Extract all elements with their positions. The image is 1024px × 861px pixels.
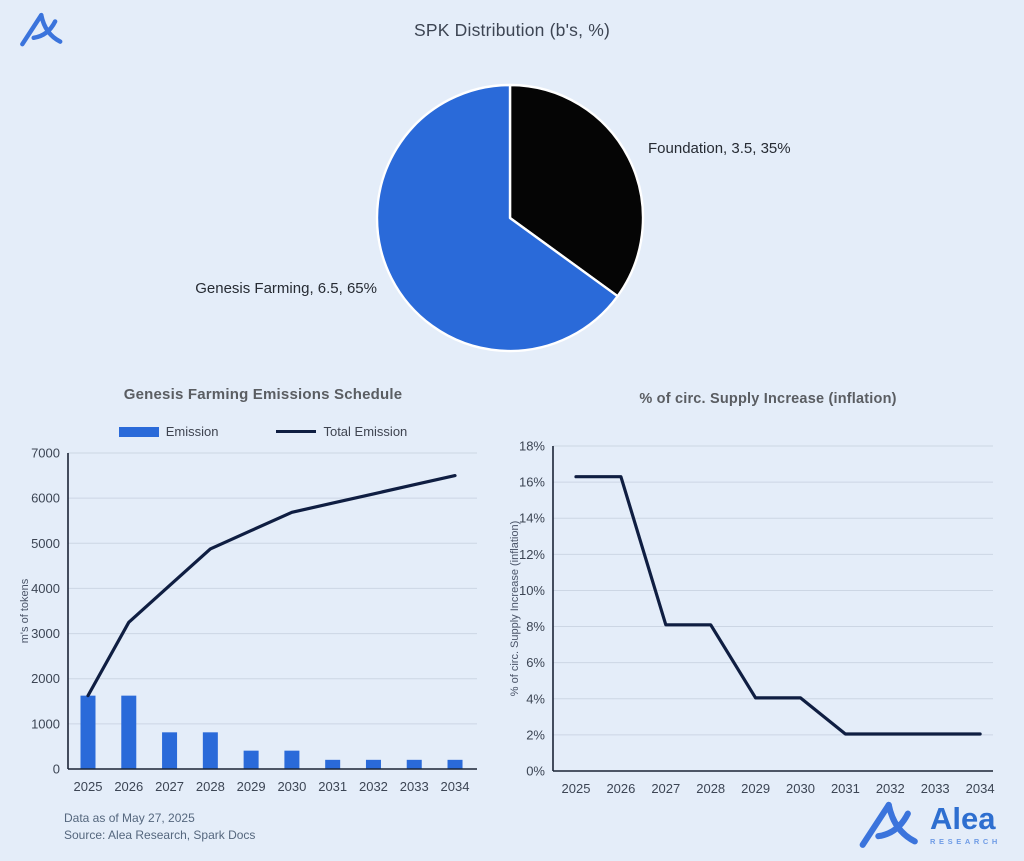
- legend-bar-swatch: [118, 426, 159, 437]
- data-as-of-note: Data as of May 27, 2025: [64, 811, 195, 825]
- logo-stroke: [875, 810, 911, 840]
- x-tick-label: 2034: [441, 779, 470, 794]
- bar-2026: [121, 695, 137, 769]
- pie-chart-title: SPK Distribution (b's, %): [413, 20, 611, 40]
- inflation-chart-title: % of circ. Supply Increase (inflation): [639, 391, 897, 407]
- brand-name: Alea: [930, 800, 996, 836]
- pie-slice-foundation: [508, 83, 645, 298]
- x-tick-label: 2029: [237, 779, 266, 794]
- y-tick-label: 8%: [526, 619, 545, 634]
- alea-research-logo: Alea RESEARCH: [854, 796, 1001, 852]
- y-axis-label: % of circ. Supply Increase (inflation): [509, 521, 521, 696]
- x-tick-label: 2030: [277, 779, 306, 794]
- emissions-chart-title: Genesis Farming Emissions Schedule: [123, 386, 403, 403]
- y-tick-label: 2%: [526, 727, 545, 742]
- series-line-total-emission: [86, 473, 457, 698]
- y-tick-label: 7000: [31, 446, 60, 461]
- x-tick-label: 2033: [921, 781, 950, 796]
- x-tick-label: 2028: [696, 781, 725, 796]
- x-tick-label: 2025: [562, 781, 591, 796]
- bar-2031: [325, 759, 341, 769]
- y-tick-label: 5000: [31, 536, 60, 551]
- y-tick-label: 10%: [519, 583, 545, 598]
- legend-label-total-emission: Total Emission: [323, 424, 408, 439]
- x-tick-label: 2031: [318, 779, 347, 794]
- pie-label-genesis-farming: Genesis Farming, 6.5, 65%: [195, 280, 377, 297]
- x-tick-label: 2027: [155, 779, 184, 794]
- y-tick-label: 0%: [526, 764, 545, 779]
- brand-text: Alea RESEARCH: [930, 800, 1001, 846]
- logo-stroke: [20, 12, 44, 47]
- source-note: Source: Alea Research, Spark Docs: [64, 828, 256, 842]
- y-tick-label: 12%: [519, 547, 545, 562]
- legend-item-total-emission: Total Emission: [276, 424, 407, 439]
- y-tick-label: 1000: [31, 716, 60, 731]
- bar-2027: [162, 732, 178, 769]
- alea-logo-icon: [859, 801, 918, 848]
- alea-logo-icon: [20, 12, 63, 47]
- bar-2034: [447, 759, 463, 769]
- x-tick-label: 2025: [74, 779, 103, 794]
- y-tick-label: 14%: [519, 511, 545, 526]
- x-tick-label: 2026: [606, 781, 635, 796]
- bar-2028: [202, 732, 218, 769]
- brand-subtitle: RESEARCH: [930, 836, 1001, 846]
- series-line--of-circ-supply-increase-inflation-: [574, 475, 982, 736]
- x-tick-label: 2031: [831, 781, 860, 796]
- x-tick-label: 2034: [966, 781, 995, 796]
- y-tick-label: 6%: [526, 655, 545, 670]
- pie-label-foundation: Foundation, 3.5, 35%: [648, 140, 791, 157]
- y-tick-label: 3000: [31, 626, 60, 641]
- y-tick-label: 0: [53, 762, 60, 777]
- bar-2029: [243, 750, 259, 769]
- inflation-chart: 0% 2% 4% 6% 8% 10% 12% 14% 16% 18% 2025 2026 2027 202…: [498, 433, 1014, 808]
- bar-2025: [80, 695, 96, 769]
- x-tick-label: 2032: [876, 781, 905, 796]
- y-axis-label: m's of tokens: [19, 578, 31, 643]
- bar-2033: [406, 759, 422, 769]
- y-tick-label: 2000: [31, 671, 60, 686]
- y-tick-label: 4%: [526, 691, 545, 706]
- pie-chart: [360, 68, 660, 368]
- bar-2030: [284, 750, 300, 769]
- y-tick-label: 16%: [519, 475, 545, 490]
- legend-item-emission: Emission: [118, 424, 219, 439]
- y-tick-label: 4000: [31, 581, 60, 596]
- x-tick-label: 2033: [400, 779, 429, 794]
- footer-notes: Data as of May 27, 2025 Source: Alea Res…: [64, 810, 255, 844]
- emissions-chart: 0 1000 2000 3000 4000 5000 6000 7000 2025 2026 202…: [18, 442, 484, 800]
- legend-label-emission: Emission: [165, 424, 219, 439]
- x-tick-label: 2029: [741, 781, 770, 796]
- emissions-legend: Emission Total Emission: [30, 424, 496, 439]
- x-tick-label: 2030: [786, 781, 815, 796]
- y-tick-label: 6000: [31, 491, 60, 506]
- x-tick-label: 2027: [651, 781, 680, 796]
- pie-slice-genesis-farming: [375, 83, 619, 353]
- y-tick-label: 18%: [519, 439, 545, 454]
- logo-stroke: [859, 801, 892, 848]
- x-tick-label: 2032: [359, 779, 388, 794]
- logo-stroke: [31, 19, 58, 41]
- bar-2032: [365, 759, 381, 769]
- x-tick-label: 2028: [196, 779, 225, 794]
- legend-line-swatch: [276, 430, 317, 433]
- x-tick-label: 2026: [114, 779, 143, 794]
